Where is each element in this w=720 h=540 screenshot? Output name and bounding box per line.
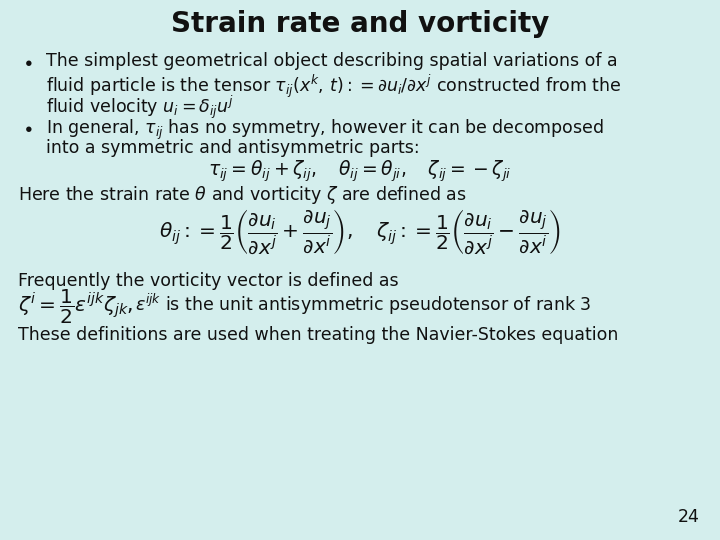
Text: In general, $\tau_{ij}$ has no symmetry, however it can be decomposed: In general, $\tau_{ij}$ has no symmetry,… [46,118,603,142]
Text: $\zeta^i = \dfrac{1}{2}\varepsilon^{ijk}\zeta_{jk},$: $\zeta^i = \dfrac{1}{2}\varepsilon^{ijk}… [18,288,133,326]
Text: These definitions are used when treating the Navier-Stokes equation: These definitions are used when treating… [18,326,618,344]
Text: $\bullet$: $\bullet$ [22,52,32,71]
Text: fluid particle is the tensor $\tau_{ij}(x^k,\, t) := \partial u_i / \partial x^j: fluid particle is the tensor $\tau_{ij}(… [46,73,621,100]
Text: $\tau_{ij} = \theta_{ij} + \zeta_{ij}, \quad \theta_{ij} = \theta_{ji}, \quad \z: $\tau_{ij} = \theta_{ij} + \zeta_{ij}, \… [208,159,512,185]
Text: $\theta_{ij} := \dfrac{1}{2}\left(\dfrac{\partial u_i}{\partial x^j} + \dfrac{\p: $\theta_{ij} := \dfrac{1}{2}\left(\dfrac… [159,208,561,256]
Text: $\bullet$: $\bullet$ [22,118,32,137]
Text: 24: 24 [678,508,700,526]
Text: Strain rate and vorticity: Strain rate and vorticity [171,10,549,38]
Text: fluid velocity $u_i = \delta_{ij} u^j$: fluid velocity $u_i = \delta_{ij} u^j$ [46,94,234,122]
Text: The simplest geometrical object describing spatial variations of a: The simplest geometrical object describi… [46,52,618,70]
Text: Frequently the vorticity vector is defined as: Frequently the vorticity vector is defin… [18,272,399,290]
Text: Here the strain rate $\theta$ and vorticity $\zeta$ are defined as: Here the strain rate $\theta$ and vortic… [18,184,467,206]
Text: $\varepsilon^{ijk}$ is the unit antisymmetric pseudotensor of rank 3: $\varepsilon^{ijk}$ is the unit antisymm… [135,292,591,317]
Text: into a symmetric and antisymmetric parts:: into a symmetric and antisymmetric parts… [46,139,420,157]
